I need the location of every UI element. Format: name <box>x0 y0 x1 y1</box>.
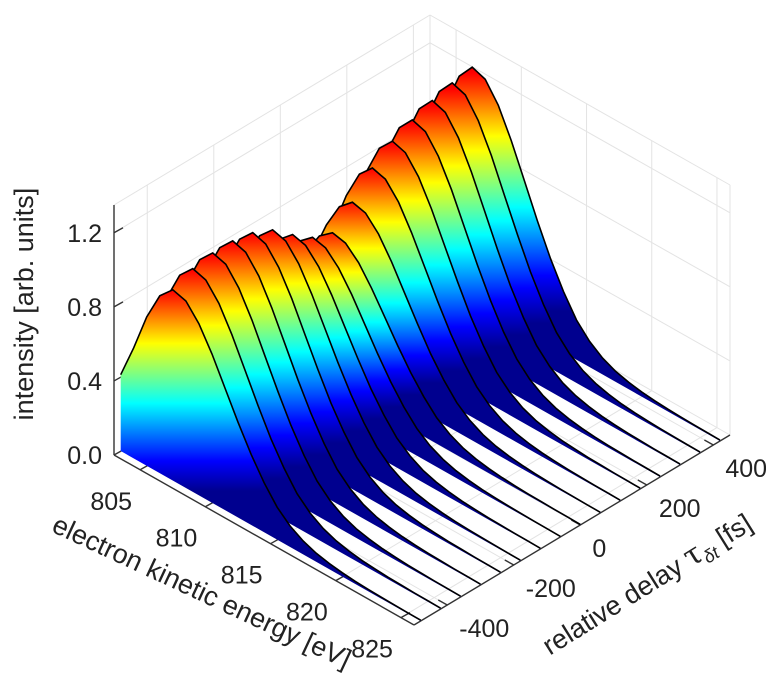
series-outline <box>199 231 501 573</box>
z-tick <box>113 227 124 234</box>
series-outline <box>259 236 561 538</box>
x-tick-label: 810 <box>156 525 198 553</box>
y-tick <box>437 599 448 606</box>
grid-line-back-z <box>113 116 431 308</box>
grid-line-floor-x <box>335 390 652 582</box>
z-tick-label: 1.2 <box>67 220 102 248</box>
series-outline <box>379 99 681 465</box>
series-outline <box>359 118 661 477</box>
y-tick-label: -200 <box>526 575 576 603</box>
y-tick-label: -400 <box>459 615 509 643</box>
series-outline <box>399 81 701 453</box>
z-tick-label: 0.0 <box>67 442 102 470</box>
series-fill <box>380 100 681 465</box>
series-outline <box>139 267 442 609</box>
series-fill <box>180 240 481 585</box>
z-tick <box>113 301 124 308</box>
box-edge-top-back <box>113 14 431 206</box>
series-fill <box>120 289 421 621</box>
y-axis-label-text: relative delay <box>537 551 688 661</box>
series-fill <box>160 252 461 597</box>
tick-labels: 0.0 0.4 0.8 1.2 805 810 815 820 825 -400 -200 0 200 4… <box>67 220 766 664</box>
grid-line-right-z <box>429 42 731 214</box>
y-tick <box>504 559 515 566</box>
x-tick-label: 825 <box>351 636 393 664</box>
x-tick-label: 815 <box>221 562 263 590</box>
z-tick-label: 0.8 <box>67 294 102 322</box>
y-axis-line <box>413 434 731 626</box>
series-outline <box>119 288 422 621</box>
series-fill <box>400 82 701 454</box>
series-fill <box>320 168 621 501</box>
series-outline <box>339 140 641 489</box>
series-fill <box>300 202 601 513</box>
series-fill <box>360 119 661 478</box>
series-outline <box>219 228 521 561</box>
box-edge-top-right <box>429 14 731 186</box>
series-fill <box>340 141 641 489</box>
series-fill <box>420 67 720 441</box>
series-outline <box>179 239 481 585</box>
z-tick-label: 0.4 <box>67 368 102 396</box>
series-outline <box>319 167 621 501</box>
curves <box>119 66 721 621</box>
x-tick-label: 820 <box>286 599 328 627</box>
y-axis-label-unit: [fs] <box>711 508 757 553</box>
series-outline <box>279 231 581 526</box>
y-tick <box>704 439 714 446</box>
grid-line-floor-x <box>400 427 718 619</box>
series-outline <box>299 201 601 513</box>
grid-line-back-z <box>113 42 431 234</box>
y-tick-label: 400 <box>725 455 766 483</box>
x-axis-line <box>113 454 415 626</box>
x-tick-label: 805 <box>90 488 132 516</box>
y-tick <box>637 479 648 486</box>
series-outline <box>419 66 721 441</box>
y-tick-label: 0 <box>592 535 606 563</box>
z-axis-label: intensity [arb. units] <box>9 188 39 421</box>
series-outline <box>159 251 462 597</box>
y-tick-label: 200 <box>659 495 701 523</box>
series-outline <box>239 233 541 549</box>
series-fill <box>140 268 441 609</box>
